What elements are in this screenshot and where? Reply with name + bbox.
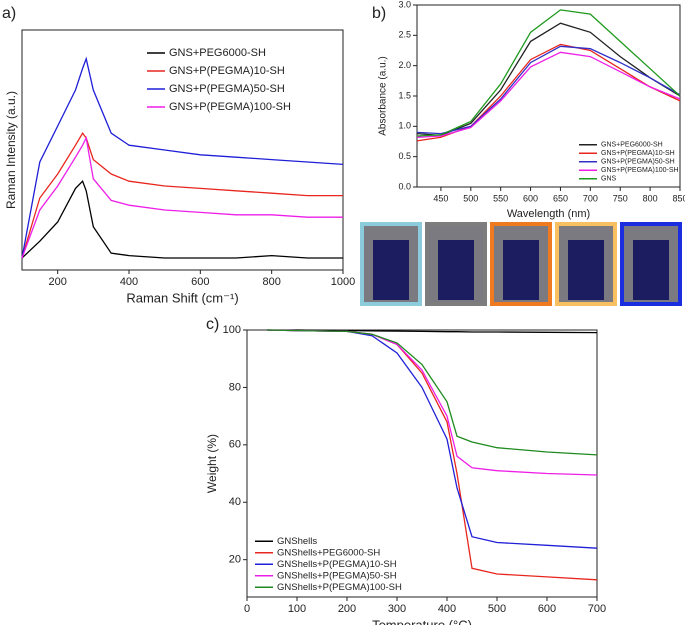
data-line (416, 9, 681, 137)
y-tick-label: 80 (229, 381, 241, 393)
vial (503, 240, 539, 300)
x-tick-label: 1000 (331, 276, 355, 288)
panel-label: a) (2, 5, 16, 22)
x-tick-label: 800 (262, 276, 280, 288)
y-tick-label: 1.0 (398, 121, 411, 131)
data-line (416, 51, 681, 138)
x-tick-label: 700 (583, 193, 598, 203)
legend-label: GNS+PEG6000-SH (601, 142, 663, 149)
x-axis-label: Temperature (°C) (372, 617, 472, 625)
x-axis-label: Wavelength (nm) (507, 208, 590, 220)
legend-label: GNS+P(PEGMA)100-SH (169, 101, 291, 113)
y-axis-label: Absorbance (a.u.) (378, 56, 389, 136)
y-tick-label: 0.0 (398, 181, 411, 191)
x-tick-label: 200 (338, 603, 356, 615)
data-line (416, 22, 681, 137)
data-line (21, 132, 343, 259)
data-line (21, 135, 343, 259)
plot-frame (21, 29, 344, 271)
y-tick-label: 2.5 (398, 30, 411, 40)
y-axis-label: Weight (%) (205, 434, 219, 493)
legend-label: GNS+P(PEGMA)50-SH (601, 159, 675, 166)
x-tick-label: 650 (553, 193, 568, 203)
vial-photos (360, 222, 682, 306)
x-tick-label: 550 (493, 193, 508, 203)
x-tick-label: 600 (538, 603, 556, 615)
data-line (266, 329, 598, 456)
legend-label: GNShells+P(PEGMA)50-SH (277, 570, 397, 581)
x-tick-label: 450 (433, 193, 448, 203)
legend-label: GNShells+P(PEGMA)10-SH (277, 559, 397, 570)
legend-label: GNShells (277, 536, 317, 547)
x-tick-label: 300 (388, 603, 406, 615)
data-line (266, 329, 598, 549)
y-tick-label: 3.0 (398, 0, 411, 9)
x-tick-label: 0 (244, 603, 250, 615)
vial (438, 240, 474, 300)
legend-label: GNS+P(PEGMA)100-SH (601, 167, 679, 174)
y-axis-label: Raman Intensity (a.u.) (4, 91, 18, 209)
data-line (416, 45, 681, 135)
legend-label: GNS+P(PEGMA)10-SH (169, 65, 285, 77)
x-tick-label: 600 (191, 276, 209, 288)
x-axis-label: Raman Shift (cm⁻¹) (126, 290, 238, 305)
data-line (21, 180, 343, 259)
y-tick-label: 60 (229, 439, 241, 451)
y-tick-label: 20 (229, 554, 241, 566)
x-tick-label: 200 (48, 276, 66, 288)
legend-label: GNShells+PEG6000-SH (277, 547, 380, 558)
y-tick-label: 100 (223, 324, 241, 336)
vial (373, 240, 409, 300)
data-line (267, 329, 598, 334)
vial (633, 240, 669, 300)
data-line (21, 56, 344, 259)
x-tick-label: 850 (672, 193, 685, 203)
x-tick-label: 600 (523, 193, 538, 203)
plot-frame (246, 329, 598, 598)
legend-label: GNShells+P(PEGMA)100-SH (277, 582, 402, 593)
x-tick-label: 100 (288, 603, 306, 615)
data-line (266, 329, 598, 476)
vial (568, 240, 604, 300)
y-tick-label: 40 (229, 496, 241, 508)
legend-label: GNS (601, 176, 617, 183)
x-tick-label: 700 (588, 603, 606, 615)
x-tick-label: 800 (643, 193, 658, 203)
y-tick-label: 1.5 (398, 90, 411, 100)
panel-label: b) (372, 5, 386, 22)
x-tick-label: 400 (120, 276, 138, 288)
x-tick-label: 750 (613, 193, 628, 203)
x-tick-label: 400 (438, 603, 456, 615)
legend-label: GNS+P(PEGMA)50-SH (169, 83, 285, 95)
x-tick-label: 500 (463, 193, 478, 203)
y-tick-label: 0.5 (398, 151, 411, 161)
legend-label: GNS+PEG6000-SH (169, 47, 266, 59)
legend-label: GNS+P(PEGMA)10-SH (601, 150, 675, 157)
x-tick-label: 500 (488, 603, 506, 615)
y-tick-label: 2.0 (398, 60, 411, 70)
panel-label: c) (206, 316, 219, 333)
